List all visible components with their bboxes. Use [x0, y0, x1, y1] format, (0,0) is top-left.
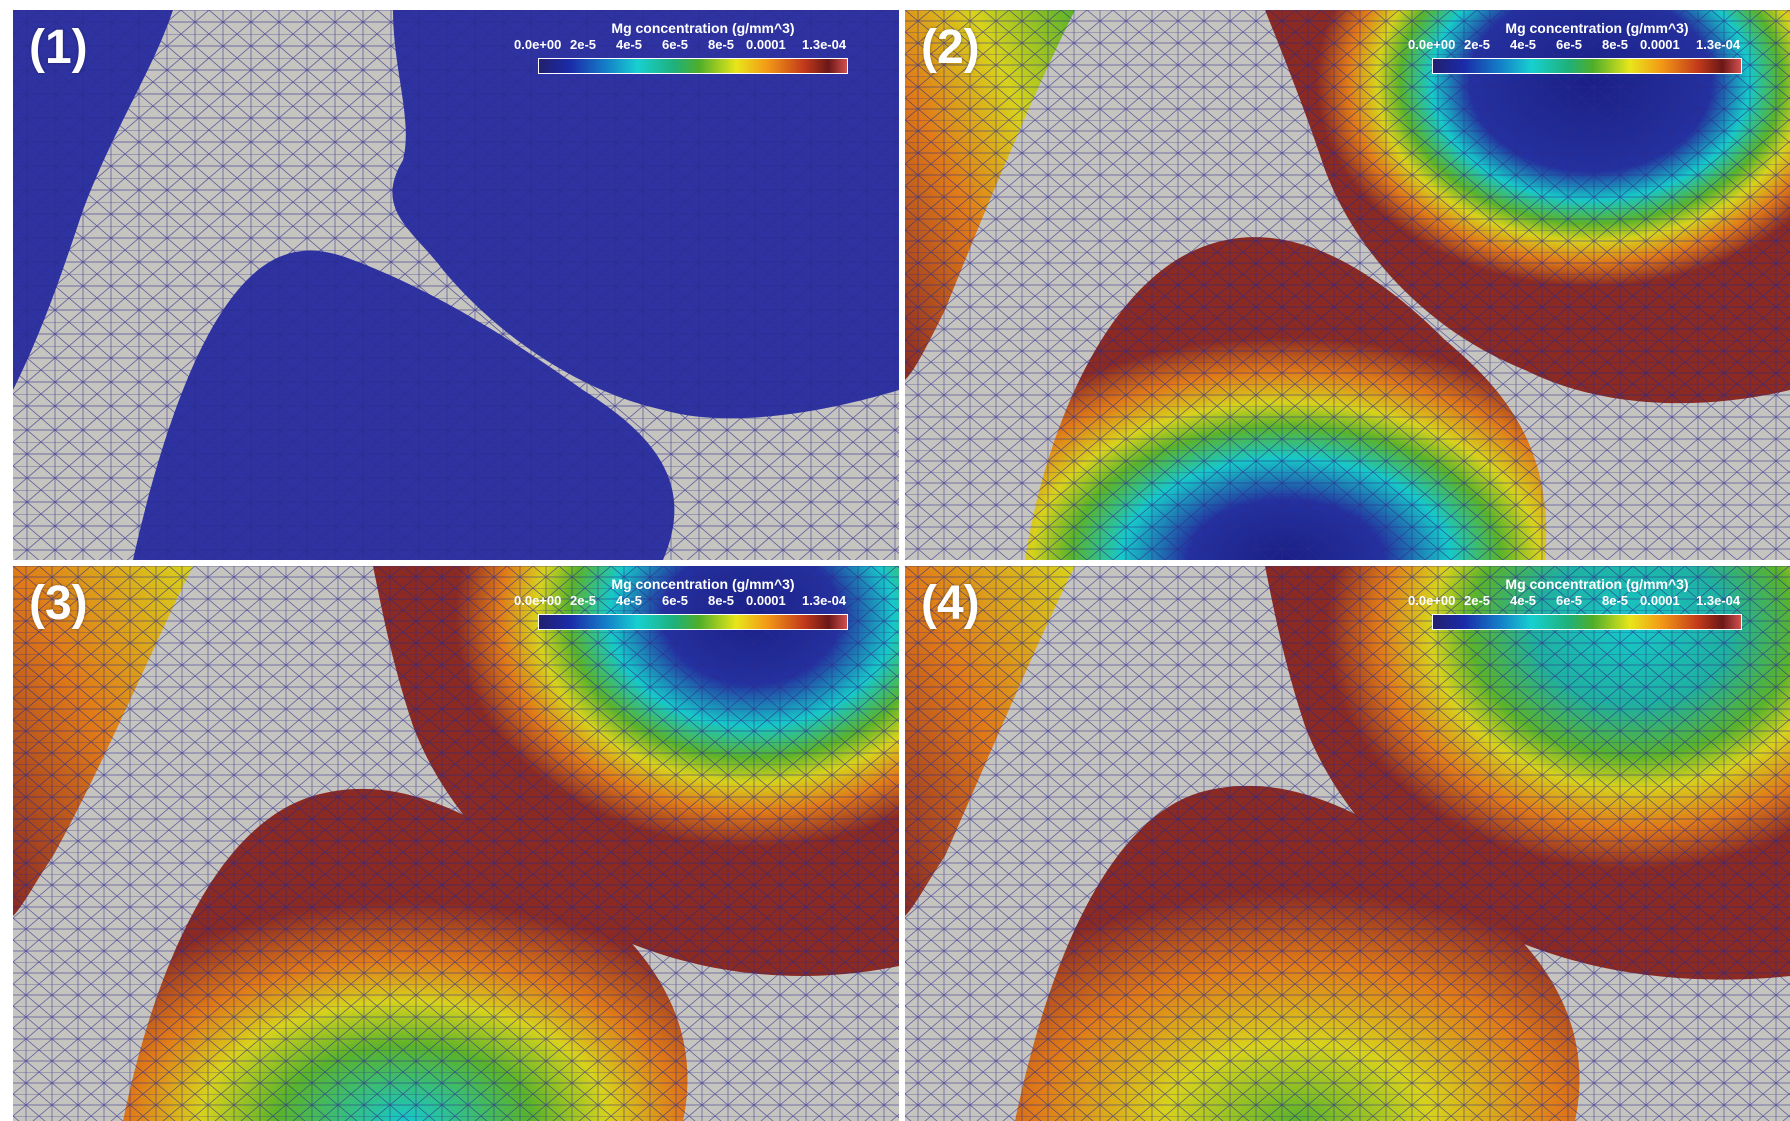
tick-label: 0.0001: [1640, 37, 1680, 52]
tick-label: 1.3e-04: [1696, 37, 1741, 52]
tick-label: 6e-5: [662, 593, 689, 608]
tick-label: 0.0e+00: [1408, 593, 1456, 608]
colorbar-ticks: 0.0e+00 2e-5 4e-5 6e-5 8e-5 0.0001 1.3e-…: [1408, 37, 1742, 55]
tick-label: 0.0001: [746, 593, 786, 608]
tick-label: 2e-5: [1464, 593, 1491, 608]
tick-label: 8e-5: [708, 593, 735, 608]
tick-label: 6e-5: [1556, 37, 1583, 52]
tick-label: 1.3e-04: [802, 593, 847, 608]
tick-label: 4e-5: [616, 593, 643, 608]
tick-label: 0.0e+00: [514, 593, 562, 608]
tick-label: 2e-5: [570, 593, 597, 608]
tick-label: 8e-5: [708, 37, 735, 52]
colorbar-legend: Mg concentration (g/mm^3) 0.0e+00 2e-5 4…: [514, 576, 848, 630]
tick-label: 1.3e-04: [802, 37, 847, 52]
colorbar-ticks: 0.0e+00 2e-5 4e-5 6e-5 8e-5 0.0001 1.3e-…: [514, 37, 848, 55]
colorbar-ticks: 0.0e+00 2e-5 4e-5 6e-5 8e-5 0.0001 1.3e-…: [1408, 593, 1742, 611]
colorbar: [1432, 614, 1742, 630]
tick-label: 2e-5: [570, 37, 597, 52]
tick-label: 6e-5: [662, 37, 689, 52]
tick-label: 6e-5: [1556, 593, 1583, 608]
panel-2-field: [905, 10, 1790, 560]
colorbar-title: Mg concentration (g/mm^3): [1505, 576, 1689, 592]
tick-label: 0.0001: [746, 37, 786, 52]
colorbar: [538, 614, 848, 630]
colorbar-legend: Mg concentration (g/mm^3) 0.0e+00 2e-5 4…: [1408, 20, 1742, 74]
colorbar-legend: Mg concentration (g/mm^3) 0.0e+00 2e-5 4…: [1408, 576, 1742, 630]
tick-label: 2e-5: [1464, 37, 1491, 52]
tick-label: 8e-5: [1602, 37, 1629, 52]
colorbar-ticks: 0.0e+00 2e-5 4e-5 6e-5 8e-5 0.0001 1.3e-…: [514, 593, 848, 611]
colorbar: [538, 58, 848, 74]
panel-4-label: (4): [921, 577, 980, 630]
tick-label: 8e-5: [1602, 593, 1629, 608]
tick-label: 0.0001: [1640, 593, 1680, 608]
colorbar-title: Mg concentration (g/mm^3): [611, 20, 795, 36]
panel-1-field: [13, 10, 899, 560]
tick-label: 0.0e+00: [514, 37, 562, 52]
panel-4-field: [905, 566, 1790, 1121]
tick-label: 1.3e-04: [1696, 593, 1741, 608]
panel-3: (3) Mg concentration (g/mm^3) 0.0e+00 2e…: [13, 566, 899, 1121]
tick-label: 4e-5: [1510, 37, 1537, 52]
tick-label: 4e-5: [616, 37, 643, 52]
panel-1-label: (1): [29, 21, 88, 74]
panel-2: (2) Mg concentration (g/mm^3) 0.0e+00 2e…: [905, 10, 1790, 560]
colorbar-title: Mg concentration (g/mm^3): [1505, 20, 1689, 36]
panel-2-label: (2): [921, 21, 980, 74]
tick-label: 0.0e+00: [1408, 37, 1456, 52]
panel-1: (1) Mg concentration (g/mm^3) 0.0e+00 2e…: [13, 10, 899, 560]
colorbar-legend: Mg concentration (g/mm^3) 0.0e+00 2e-5 4…: [514, 20, 848, 74]
colorbar-title: Mg concentration (g/mm^3): [611, 576, 795, 592]
panel-3-label: (3): [29, 577, 88, 630]
tick-label: 4e-5: [1510, 593, 1537, 608]
panel-3-field: [13, 566, 899, 1121]
panel-4: (4) Mg concentration (g/mm^3) 0.0e+00 2e…: [905, 566, 1790, 1121]
colorbar: [1432, 58, 1742, 74]
